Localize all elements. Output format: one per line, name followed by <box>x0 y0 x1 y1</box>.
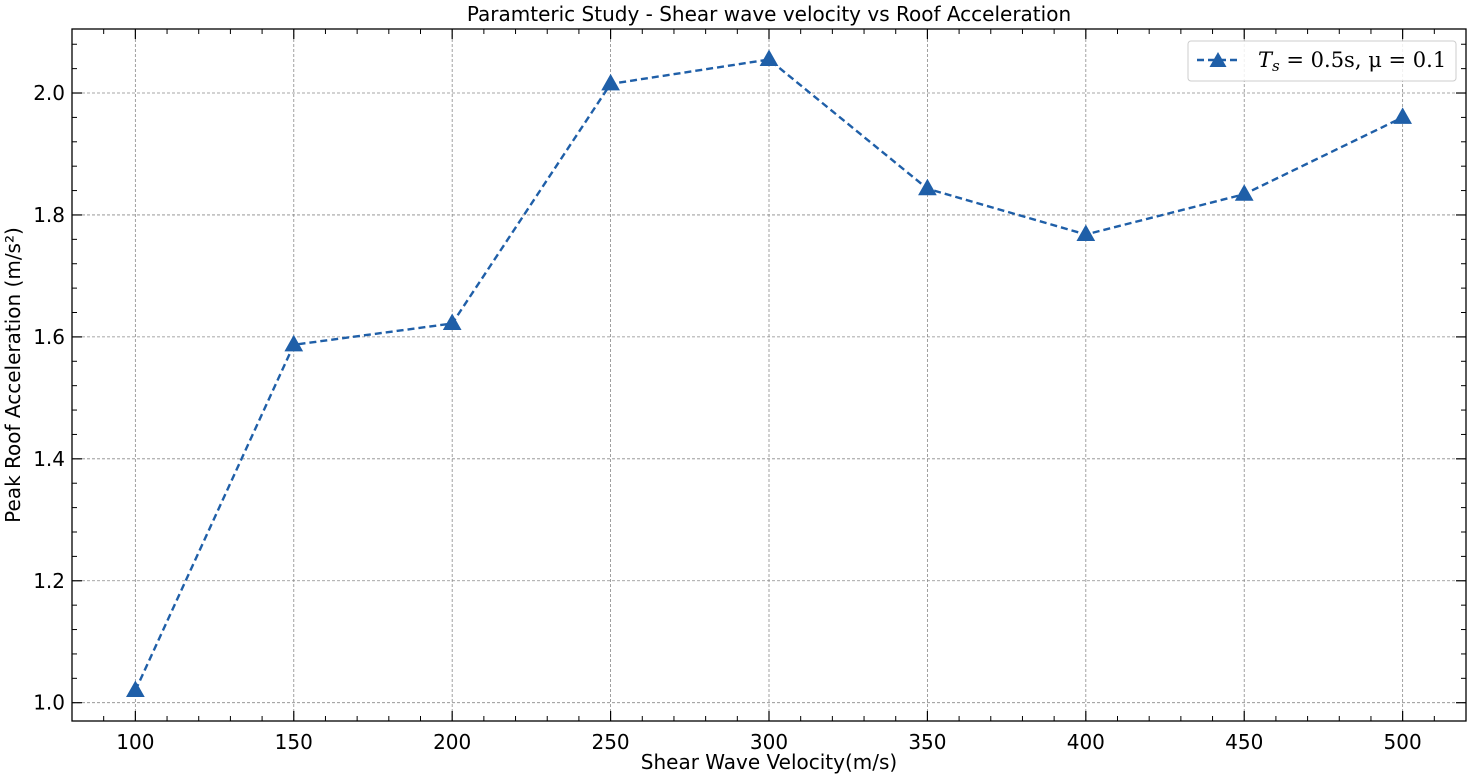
x-tick-label: 300 <box>750 730 788 754</box>
y-tick-label: 1.6 <box>33 325 65 349</box>
plot-frame <box>71 28 1467 722</box>
data-point <box>759 49 779 66</box>
data-point <box>918 178 937 196</box>
y-tick-label: 1.2 <box>33 569 65 593</box>
y-tick-labels: 1.0 1.2 1.4 1.6 1.8 2.0 <box>33 81 65 715</box>
data-point <box>284 334 304 352</box>
y-tick-label: 1.0 <box>33 691 65 715</box>
x-tick-label: 450 <box>1225 730 1263 754</box>
series-layer <box>126 49 1412 698</box>
data-point <box>601 73 620 91</box>
chart-title: Paramteric Study - Shear wave velocity v… <box>467 2 1071 26</box>
y-tick-label: 1.8 <box>33 203 65 227</box>
x-tick-labels: 100 150 200 250 300 350 400 450 500 <box>116 730 1421 754</box>
x-axis-title: Shear Wave Velocity(m/s) <box>641 750 897 774</box>
x-tick-label: 200 <box>433 730 471 754</box>
data-point <box>1234 184 1254 201</box>
legend: Ts = 0.5s, μ = 0.1 <box>1187 40 1457 82</box>
x-tick-label: 150 <box>275 730 313 754</box>
x-tick-label: 100 <box>116 730 154 754</box>
y-tick-label: 2.0 <box>33 81 65 105</box>
data-point <box>126 680 145 698</box>
series-line <box>134 58 1404 691</box>
data-point <box>442 313 462 330</box>
x-tick-label: 350 <box>908 730 946 754</box>
data-point <box>1076 224 1096 241</box>
grid <box>72 29 1466 721</box>
legend-box <box>1187 40 1457 82</box>
legend-marker-triangle <box>1209 52 1227 67</box>
y-tick-label: 1.4 <box>33 447 65 471</box>
x-tick-label: 400 <box>1067 730 1105 754</box>
legend-entry-label: Ts = 0.5s, μ = 0.1 <box>1258 48 1446 75</box>
x-tick-label: 250 <box>591 730 629 754</box>
y-axis-title: Peak Roof Acceleration (m/s²) <box>1 227 25 523</box>
axis-ticks <box>71 29 1467 721</box>
data-point <box>1393 107 1412 124</box>
x-tick-label: 500 <box>1384 730 1422 754</box>
